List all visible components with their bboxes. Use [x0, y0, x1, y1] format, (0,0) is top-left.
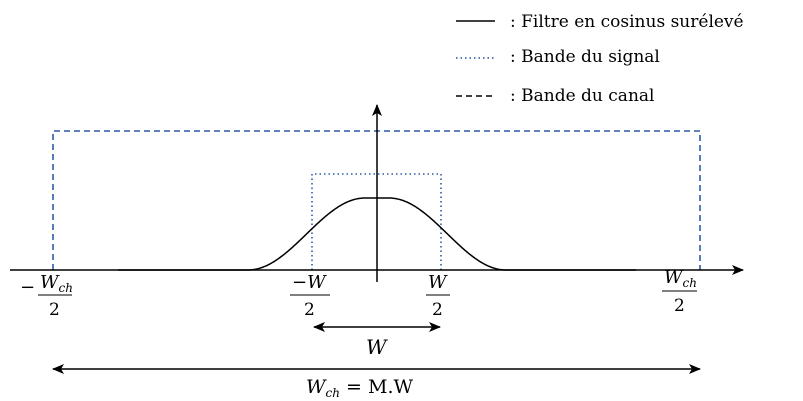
legend-item-filter: : Filtre en cosinus surélevé: [456, 12, 744, 32]
pos-wch-denominator: 2: [674, 296, 685, 316]
legend: : Filtre en cosinus surélevé : Bande du …: [456, 12, 744, 106]
neg-wch-numerator: Wch: [40, 272, 73, 295]
neg-w-denominator: 2: [304, 300, 315, 320]
legend-label-channel: : Bande du canal: [510, 86, 654, 106]
neg-w-numerator: −W: [292, 272, 327, 293]
neg-wch-denominator: 2: [49, 300, 60, 320]
label-neg-wch-half: − Wch 2: [20, 272, 73, 320]
w-width-label: W: [366, 335, 388, 359]
label-pos-w-half: W 2: [426, 272, 450, 320]
legend-item-signal: : Bande du signal: [456, 47, 660, 67]
minus-sign: −: [20, 277, 35, 298]
label-pos-wch-half: Wch 2: [662, 267, 697, 316]
label-neg-w-half: −W 2: [290, 272, 330, 320]
wch-width-label: Wch = M.W: [306, 376, 413, 400]
legend-item-channel: : Bande du canal: [456, 86, 654, 106]
legend-label-signal: : Bande du signal: [510, 47, 660, 67]
pos-w-numerator: W: [428, 272, 448, 293]
pos-wch-numerator: Wch: [664, 267, 697, 290]
legend-label-filter: : Filtre en cosinus surélevé: [510, 12, 744, 32]
pos-w-denominator: 2: [432, 300, 443, 320]
